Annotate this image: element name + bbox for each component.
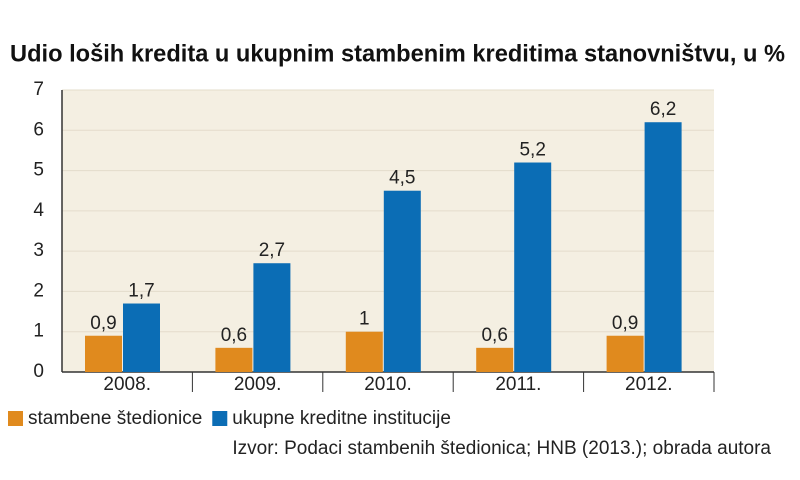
y-tick-label: 0 bbox=[33, 361, 44, 382]
y-tick-label: 3 bbox=[33, 240, 44, 261]
data-label: 4,5 bbox=[389, 168, 415, 189]
x-tick-label: 2010. bbox=[364, 374, 412, 395]
bar bbox=[383, 190, 421, 372]
legend-label: stambene štedionice bbox=[28, 408, 202, 429]
x-tick-label: 2008. bbox=[103, 374, 151, 395]
data-label: 0,6 bbox=[221, 325, 247, 346]
y-tick-label: 5 bbox=[33, 160, 44, 181]
legend-swatch bbox=[212, 411, 228, 426]
bar bbox=[123, 303, 160, 372]
y-tick-label: 6 bbox=[33, 119, 44, 140]
bar bbox=[644, 122, 682, 372]
legend-label: ukupne kreditne institucije bbox=[232, 408, 451, 429]
legend-swatch bbox=[8, 411, 23, 426]
data-label: 2,7 bbox=[259, 240, 285, 261]
y-tick-label: 4 bbox=[33, 200, 44, 221]
bar bbox=[253, 263, 291, 372]
chart-title: Udio loših kredita u ukupnim stambenim k… bbox=[10, 40, 785, 67]
data-label: 1 bbox=[359, 309, 370, 330]
data-label: 0,9 bbox=[90, 313, 116, 334]
bar bbox=[345, 331, 383, 372]
y-tick-label: 7 bbox=[33, 79, 44, 100]
x-tick-label: 2011. bbox=[495, 374, 541, 395]
y-tick-label: 1 bbox=[33, 321, 44, 342]
y-tick-label: 2 bbox=[33, 280, 44, 301]
bar bbox=[215, 347, 253, 372]
x-tick-label: 2012. bbox=[625, 374, 673, 395]
bar bbox=[476, 347, 514, 372]
data-label: 1,7 bbox=[128, 281, 154, 302]
bar bbox=[514, 162, 552, 372]
data-label: 5,2 bbox=[519, 140, 545, 161]
bar bbox=[606, 335, 644, 372]
data-label: 0,9 bbox=[612, 313, 638, 334]
bar bbox=[85, 335, 122, 372]
data-label: 6,2 bbox=[650, 99, 676, 120]
data-label: 0,6 bbox=[481, 325, 507, 346]
x-tick-label: 2009. bbox=[234, 374, 282, 395]
source-note: Izvor: Podaci stambenih štedionica; HNB … bbox=[232, 438, 771, 459]
